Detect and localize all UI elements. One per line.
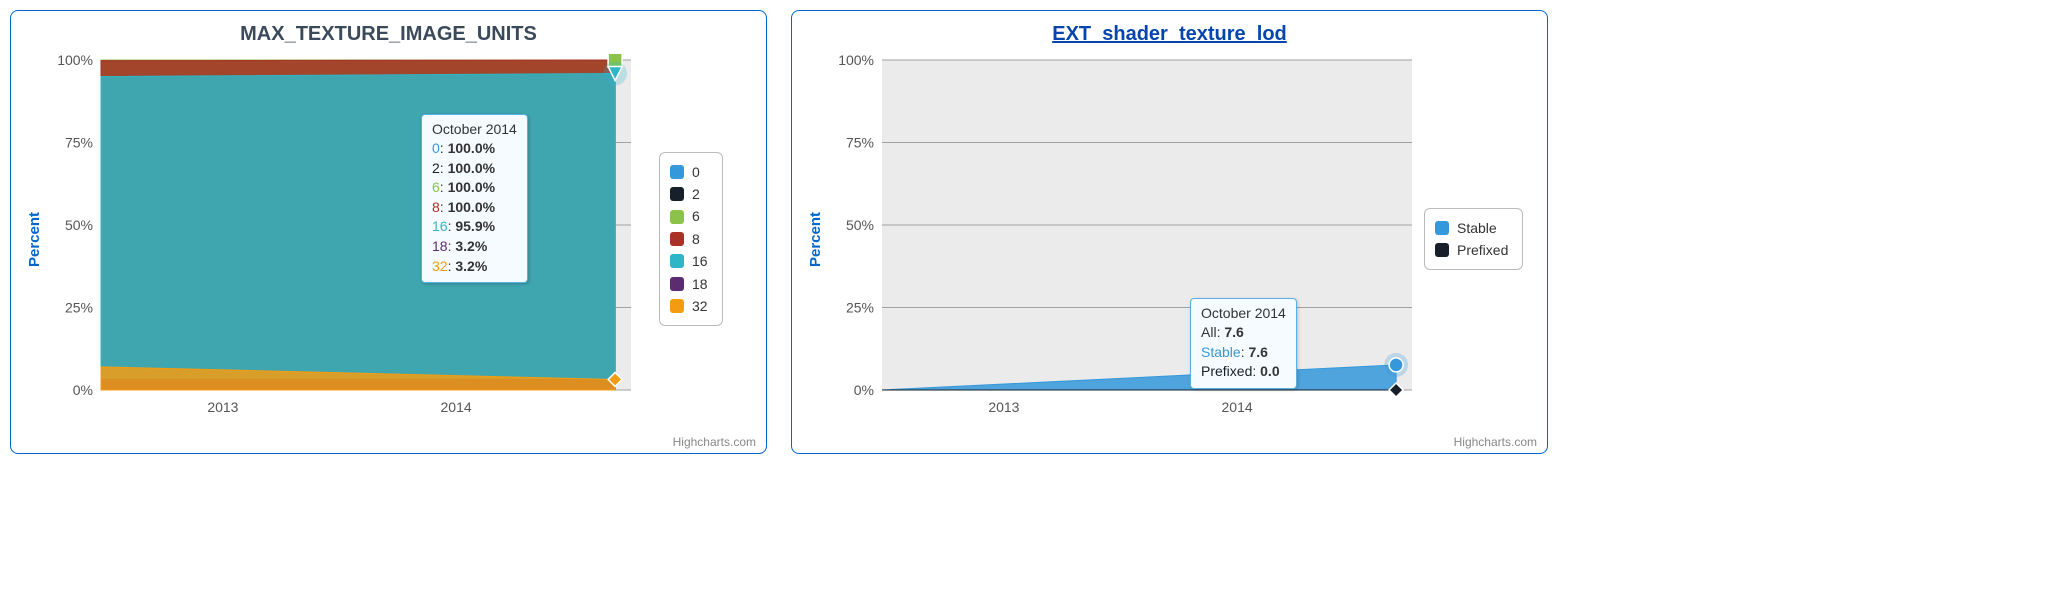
legend-label: Stable xyxy=(1457,217,1497,239)
legend-swatch xyxy=(670,277,684,291)
legend-item[interactable]: 18 xyxy=(670,273,708,295)
legend-item[interactable]: 16 xyxy=(670,250,708,272)
svg-text:25%: 25% xyxy=(846,300,874,316)
tooltip-row: 8: 100.0% xyxy=(432,198,517,218)
svg-text:2014: 2014 xyxy=(1222,399,1253,415)
svg-text:2013: 2013 xyxy=(988,399,1019,415)
legend-item[interactable]: 0 xyxy=(670,161,708,183)
tooltip-row: Prefixed: 0.0 xyxy=(1201,362,1286,382)
tooltip-row: 6: 100.0% xyxy=(432,178,517,198)
legend-item[interactable]: 6 xyxy=(670,205,708,227)
svg-text:75%: 75% xyxy=(846,135,874,151)
svg-text:75%: 75% xyxy=(65,135,93,151)
chart-title-link[interactable]: EXT_shader_texture_lod xyxy=(1052,23,1287,45)
tooltip: October 2014 0: 100.0%2: 100.0%6: 100.0%8… xyxy=(421,114,528,283)
chart-body: Percent 0% 25% 50% 75% 100% 2013 2014 October … xyxy=(19,54,758,424)
legend-label: 0 xyxy=(692,161,700,183)
chart-title: EXT_shader_texture_lod xyxy=(800,23,1539,46)
legend-item[interactable]: Prefixed xyxy=(1435,239,1508,261)
legend-item[interactable]: 32 xyxy=(670,295,708,317)
credit-link[interactable]: Highcharts.com xyxy=(1454,435,1537,449)
chart-panel-ext-shader: EXT_shader_texture_lod Percent 0% 25% 50% 7… xyxy=(791,10,1548,454)
legend-swatch xyxy=(670,254,684,268)
tooltip-row: Stable: 7.6 xyxy=(1201,343,1286,363)
legend-item[interactable]: Stable xyxy=(1435,217,1508,239)
legend-label: 8 xyxy=(692,228,700,250)
legend-label: 16 xyxy=(692,250,708,272)
svg-text:100%: 100% xyxy=(57,54,93,68)
ylabel-wrap: Percent xyxy=(19,231,51,248)
tooltip-row: 32: 3.2% xyxy=(432,257,517,277)
legend-swatch xyxy=(1435,243,1449,257)
legend[interactable]: StablePrefixed xyxy=(1424,208,1523,271)
legend-swatch xyxy=(670,232,684,246)
tooltip-header: October 2014 xyxy=(1201,305,1286,321)
svg-text:50%: 50% xyxy=(65,217,93,233)
svg-text:50%: 50% xyxy=(846,217,874,233)
plot-area[interactable]: 0% 25% 50% 75% 100% 2013 2014 October 2014 All:… xyxy=(832,54,1412,424)
svg-text:2014: 2014 xyxy=(441,399,472,415)
legend-swatch xyxy=(670,210,684,224)
svg-text:0%: 0% xyxy=(73,382,93,398)
tooltip-row: 0: 100.0% xyxy=(432,139,517,159)
legend-label: 2 xyxy=(692,183,700,205)
legend-label: 18 xyxy=(692,273,708,295)
svg-text:100%: 100% xyxy=(838,54,874,68)
legend-swatch xyxy=(670,165,684,179)
legend-label: 32 xyxy=(692,295,708,317)
legend-item[interactable]: 8 xyxy=(670,228,708,250)
tooltip: October 2014 All: 7.6Stable: 7.6Prefixed:… xyxy=(1190,298,1297,389)
tooltip-row: All: 7.6 xyxy=(1201,323,1286,343)
credit-link[interactable]: Highcharts.com xyxy=(673,435,756,449)
chart-title: MAX_TEXTURE_IMAGE_UNITS xyxy=(19,23,758,46)
svg-text:0%: 0% xyxy=(854,382,874,398)
legend-item[interactable]: 2 xyxy=(670,183,708,205)
legend-swatch xyxy=(1435,221,1449,235)
chart-panel-max-texture: MAX_TEXTURE_IMAGE_UNITS Percent 0% 25% 50%… xyxy=(10,10,767,454)
tooltip-row: 16: 95.9% xyxy=(432,217,517,237)
ylabel: Percent xyxy=(808,211,825,266)
legend-swatch xyxy=(670,187,684,201)
tooltip-row: 2: 100.0% xyxy=(432,159,517,179)
legend-label: 6 xyxy=(692,205,700,227)
chart-body: Percent 0% 25% 50% 75% 100% 2013 2014 October … xyxy=(800,54,1539,424)
ylabel-wrap: Percent xyxy=(800,231,832,248)
ylabel: Percent xyxy=(27,211,44,266)
tooltip-header: October 2014 xyxy=(432,121,517,137)
svg-text:2013: 2013 xyxy=(207,399,238,415)
svg-text:25%: 25% xyxy=(65,300,93,316)
tooltip-row: 18: 3.2% xyxy=(432,237,517,257)
legend[interactable]: 0268161832 xyxy=(659,152,723,327)
plot-area[interactable]: 0% 25% 50% 75% 100% 2013 2014 October 2014 0: 1… xyxy=(51,54,641,424)
legend-swatch xyxy=(670,299,684,313)
legend-label: Prefixed xyxy=(1457,239,1508,261)
